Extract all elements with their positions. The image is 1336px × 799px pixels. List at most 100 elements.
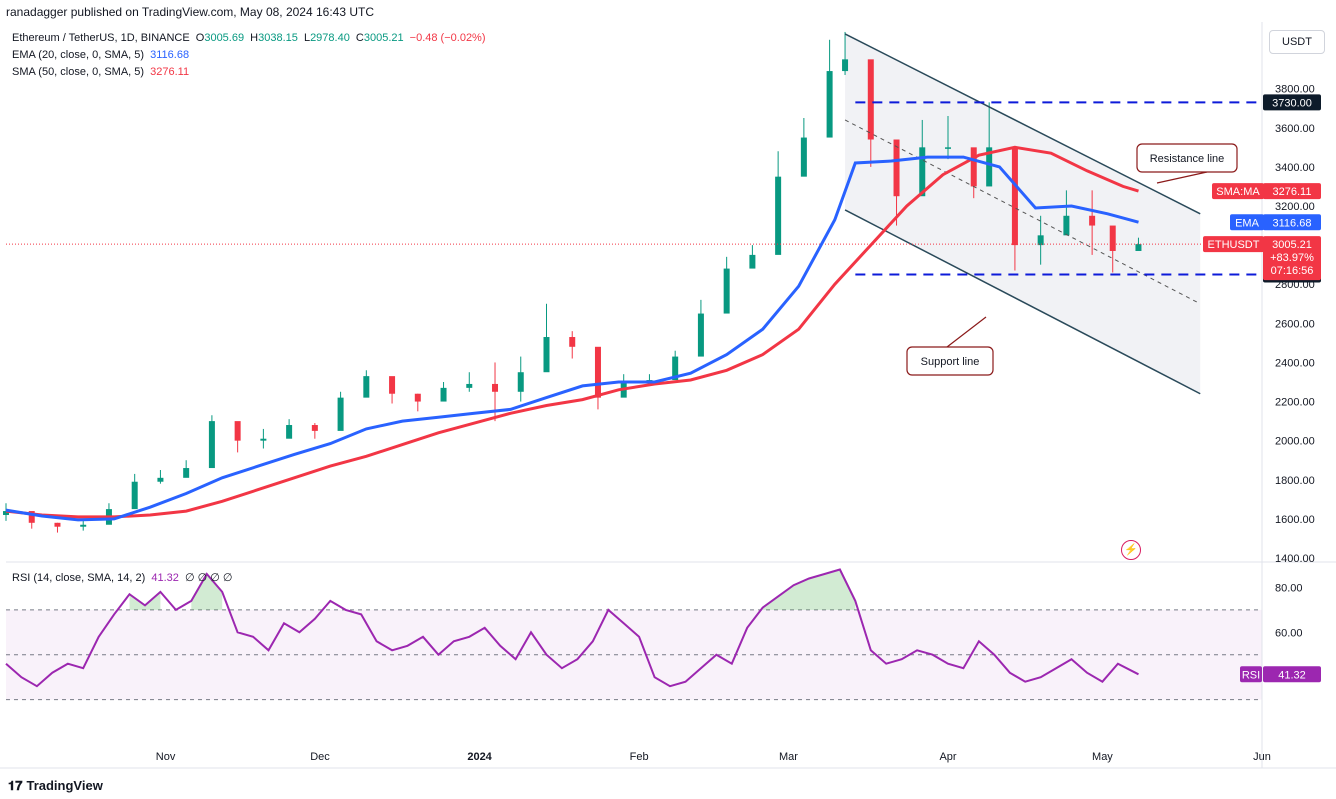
sma-line bbox=[5, 145, 1139, 519]
rsi-value-tag-text: 41.32 bbox=[1278, 669, 1306, 681]
price-tick-label: 3800.00 bbox=[1275, 84, 1315, 96]
time-tick-label: Feb bbox=[630, 751, 649, 763]
candle-body bbox=[569, 337, 576, 347]
candle-body bbox=[3, 511, 9, 515]
candle-body bbox=[440, 387, 447, 402]
candle-body bbox=[363, 376, 370, 398]
time-tick-label: Dec bbox=[310, 751, 330, 763]
resistance-callout-text: Resistance line bbox=[1150, 153, 1225, 165]
rsi-line bbox=[5, 568, 1139, 688]
tradingview-logo[interactable]: 𝟏𝟕 TradingView bbox=[8, 778, 103, 794]
sma-legend[interactable]: SMA (50, close, 0, SMA, 5) 3276.11 bbox=[12, 66, 189, 78]
candle-body bbox=[826, 71, 833, 138]
candle-body bbox=[54, 522, 61, 527]
change-value: −0.48 (−0.02%) bbox=[409, 32, 486, 44]
time-tick-label: 2024 bbox=[467, 751, 492, 763]
rsi-legend-extra: ∅ ∅ ∅ ∅ bbox=[184, 572, 233, 584]
sma-name-tag-text: SMA:MA bbox=[1216, 186, 1260, 198]
price-tick-label: 2200.00 bbox=[1275, 397, 1315, 409]
candle-body bbox=[986, 147, 993, 187]
candle-body bbox=[157, 477, 164, 482]
last-price-box bbox=[1263, 236, 1321, 281]
support-callout-text: Support line bbox=[921, 356, 980, 368]
open-label: O bbox=[195, 32, 205, 44]
last-price-line-1: +83.97% bbox=[1270, 252, 1314, 264]
high-value: 3038.15 bbox=[258, 32, 298, 44]
candle-body bbox=[1063, 215, 1070, 236]
candle-body bbox=[842, 59, 849, 72]
price-tick-label: 3200.00 bbox=[1275, 201, 1315, 213]
candle-body bbox=[389, 376, 396, 394]
rsi-overbought-fill bbox=[129, 591, 161, 610]
candle-body bbox=[945, 147, 951, 149]
candle-body bbox=[183, 468, 190, 478]
close-label: C bbox=[355, 32, 364, 44]
currency-button[interactable]: USDT bbox=[1269, 30, 1325, 54]
ema-legend[interactable]: EMA (20, close, 0, SMA, 5) 3116.68 bbox=[12, 49, 189, 61]
candle-body bbox=[466, 383, 473, 388]
ema-value-tag-text: 3116.68 bbox=[1273, 217, 1312, 229]
candle-body bbox=[260, 438, 267, 441]
support-callout-box bbox=[906, 346, 994, 376]
price-tick-label: 2400.00 bbox=[1275, 357, 1315, 369]
low-label: L bbox=[303, 32, 311, 44]
symbol-legend[interactable]: Ethereum / TetherUS, 1D, BINANCE O3005.6… bbox=[12, 32, 486, 44]
brand-name: TradingView bbox=[26, 778, 103, 793]
channel-area bbox=[845, 33, 1201, 394]
candle-body bbox=[208, 421, 215, 469]
rsi-value-tag-bg bbox=[1263, 666, 1321, 683]
high-label: H bbox=[250, 32, 259, 44]
tv-logo-icon: 𝟏𝟕 bbox=[8, 778, 23, 793]
rsi-tick-label: 60.00 bbox=[1275, 627, 1303, 639]
candle-body bbox=[594, 346, 601, 398]
price-tick-label: 3400.00 bbox=[1275, 162, 1315, 174]
ema-legend-label: EMA (20, close, 0, SMA, 5) bbox=[12, 49, 145, 61]
candle-body bbox=[697, 313, 704, 357]
candle-body bbox=[723, 268, 730, 314]
sma-legend-label: SMA (50, close, 0, SMA, 5) bbox=[12, 66, 145, 78]
sma-legend-value: 3276.11 bbox=[150, 66, 190, 78]
publisher-line: ranadagger published on TradingView.com,… bbox=[6, 5, 375, 19]
candle-body bbox=[1089, 215, 1096, 226]
candle-body bbox=[970, 147, 977, 187]
level-tag-bg bbox=[1263, 94, 1321, 111]
candle-body bbox=[311, 425, 318, 431]
price-tick-label: 1800.00 bbox=[1275, 475, 1315, 487]
ema-value-tag-bg bbox=[1263, 214, 1321, 231]
candle-body bbox=[337, 397, 344, 431]
time-tick-label: Jun bbox=[1253, 751, 1271, 763]
candle-body bbox=[414, 393, 421, 402]
sma-name-tag-bg bbox=[1212, 183, 1264, 200]
last-name-tag-bg bbox=[1203, 236, 1264, 253]
level-tag-text: 3730.00 bbox=[1272, 97, 1312, 109]
time-tick-label: Nov bbox=[156, 751, 176, 763]
candle-body bbox=[800, 137, 807, 177]
candle-body bbox=[1011, 147, 1018, 246]
candle-body bbox=[867, 59, 874, 140]
sma-value-tag-text: 3276.11 bbox=[1273, 186, 1312, 198]
candle-body bbox=[543, 337, 550, 373]
candle-body bbox=[80, 524, 87, 527]
resistance-callout-box bbox=[1136, 143, 1238, 173]
candle-body bbox=[1135, 244, 1142, 251]
open-value: 3005.69 bbox=[204, 32, 245, 44]
ema-name-tag-bg bbox=[1230, 214, 1264, 231]
candle-body bbox=[775, 176, 782, 255]
symbol-name: Ethereum / TetherUS, 1D, BINANCE bbox=[12, 32, 190, 44]
candle-body bbox=[492, 383, 499, 392]
price-tick-label: 3600.00 bbox=[1275, 123, 1315, 135]
candle-body bbox=[517, 372, 524, 392]
sma-value-tag-bg bbox=[1263, 183, 1321, 200]
price-tags: 3730.002850.00SMA:MA3276.11EMA3116.68ETH… bbox=[1203, 94, 1321, 683]
candle-body bbox=[893, 139, 900, 197]
support-line bbox=[844, 209, 1201, 395]
lightning-icon[interactable]: ⚡ bbox=[1121, 540, 1141, 560]
rsi-legend-label: RSI (14, close, SMA, 14, 2) bbox=[12, 572, 146, 584]
support-callout-pointer bbox=[946, 316, 987, 348]
price-tick-label: 1400.00 bbox=[1275, 553, 1315, 565]
ema-legend-value: 3116.68 bbox=[150, 49, 190, 61]
candle-body bbox=[1109, 225, 1116, 251]
rsi-legend[interactable]: RSI (14, close, SMA, 14, 2) 41.32 ∅ ∅ ∅ … bbox=[12, 571, 232, 584]
low-value: 2978.40 bbox=[310, 32, 350, 44]
